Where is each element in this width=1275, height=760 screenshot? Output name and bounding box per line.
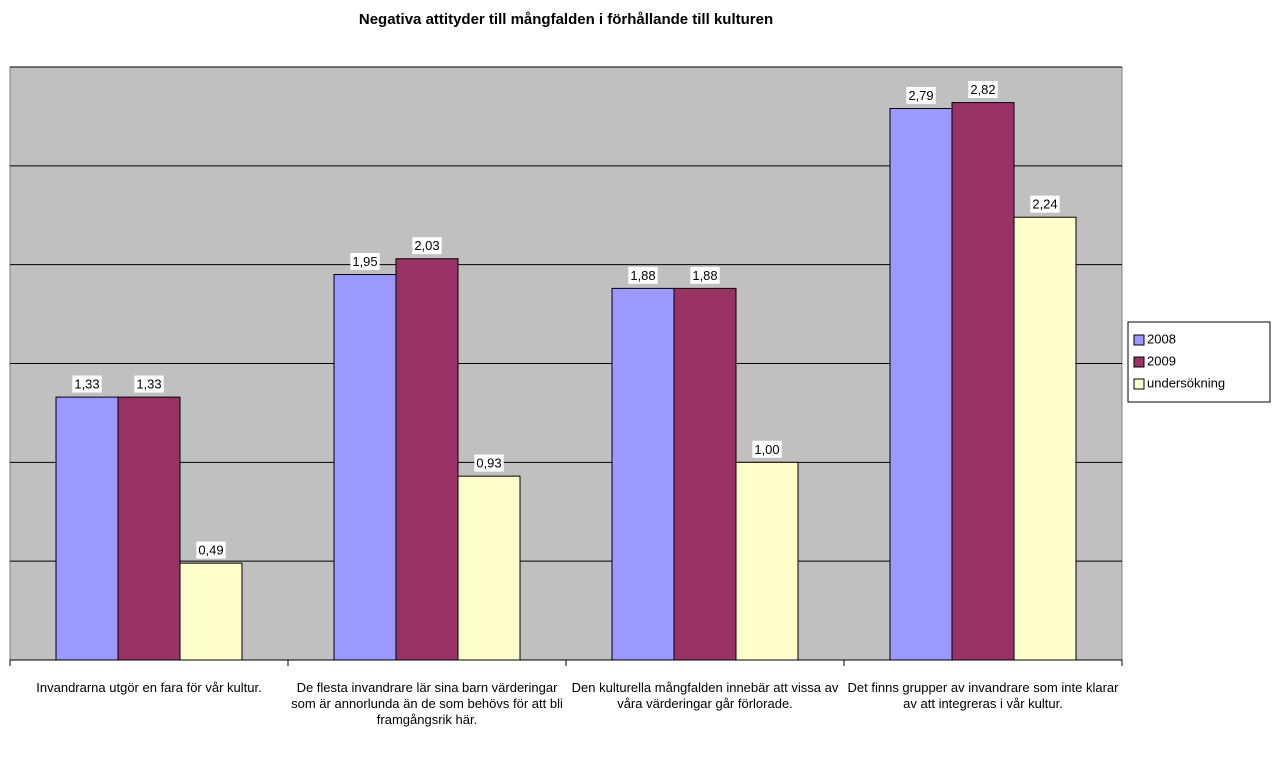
bar [179, 562, 243, 661]
value-label-bg [412, 237, 442, 255]
value-label: 1,33 [74, 377, 99, 392]
value-label-bg [72, 375, 102, 393]
value-label: 1,33 [136, 377, 161, 392]
bar [673, 287, 737, 661]
legend-label: undersökning [1147, 375, 1225, 390]
value-label: 2,79 [908, 88, 933, 103]
value-label-bg [196, 541, 226, 559]
bar [55, 396, 119, 661]
value-label: 1,95 [352, 254, 377, 269]
value-label: 2,24 [1032, 197, 1057, 212]
legend-label: 2008 [1147, 331, 1176, 346]
legend [1127, 321, 1271, 403]
x-tick-label: Den kulturella mångfalden innebär att vi… [571, 680, 839, 711]
value-label: 1,88 [630, 268, 655, 283]
value-label-bg [350, 252, 380, 270]
value-label: 1,88 [692, 268, 717, 283]
x-tick-label: Invandrarna utgör en fara för vår kultur… [36, 680, 262, 695]
legend-swatch [1133, 356, 1145, 368]
value-label: 2,03 [414, 238, 439, 253]
value-label: 2,82 [970, 82, 995, 97]
value-label-bg [690, 266, 720, 284]
value-label-bg [968, 81, 998, 99]
bar [117, 396, 181, 661]
bar [333, 274, 397, 661]
legend-swatch [1133, 378, 1145, 390]
value-label-bg [906, 86, 936, 104]
bar [951, 102, 1015, 661]
x-tick-label: Det finns grupper av invandrare som inte… [847, 680, 1119, 711]
bar [889, 108, 953, 661]
chart-title: Negativa attityder till mångfalden i för… [359, 11, 773, 28]
x-tick-label: De flesta invandrare lär sina barn värde… [291, 680, 563, 727]
legend-swatch [1133, 334, 1145, 346]
value-label-bg [628, 266, 658, 284]
bar [1013, 216, 1077, 661]
value-label: 1,00 [754, 442, 779, 457]
value-label-bg [752, 440, 782, 458]
value-label: 0,49 [198, 543, 223, 558]
legend-label: 2009 [1147, 353, 1176, 368]
value-label-bg [134, 375, 164, 393]
value-label-bg [1030, 195, 1060, 213]
bar [735, 461, 799, 661]
value-label-bg [474, 454, 504, 472]
value-label: 0,93 [476, 456, 501, 471]
bar [457, 475, 521, 661]
bar [611, 287, 675, 661]
bar [395, 258, 459, 661]
